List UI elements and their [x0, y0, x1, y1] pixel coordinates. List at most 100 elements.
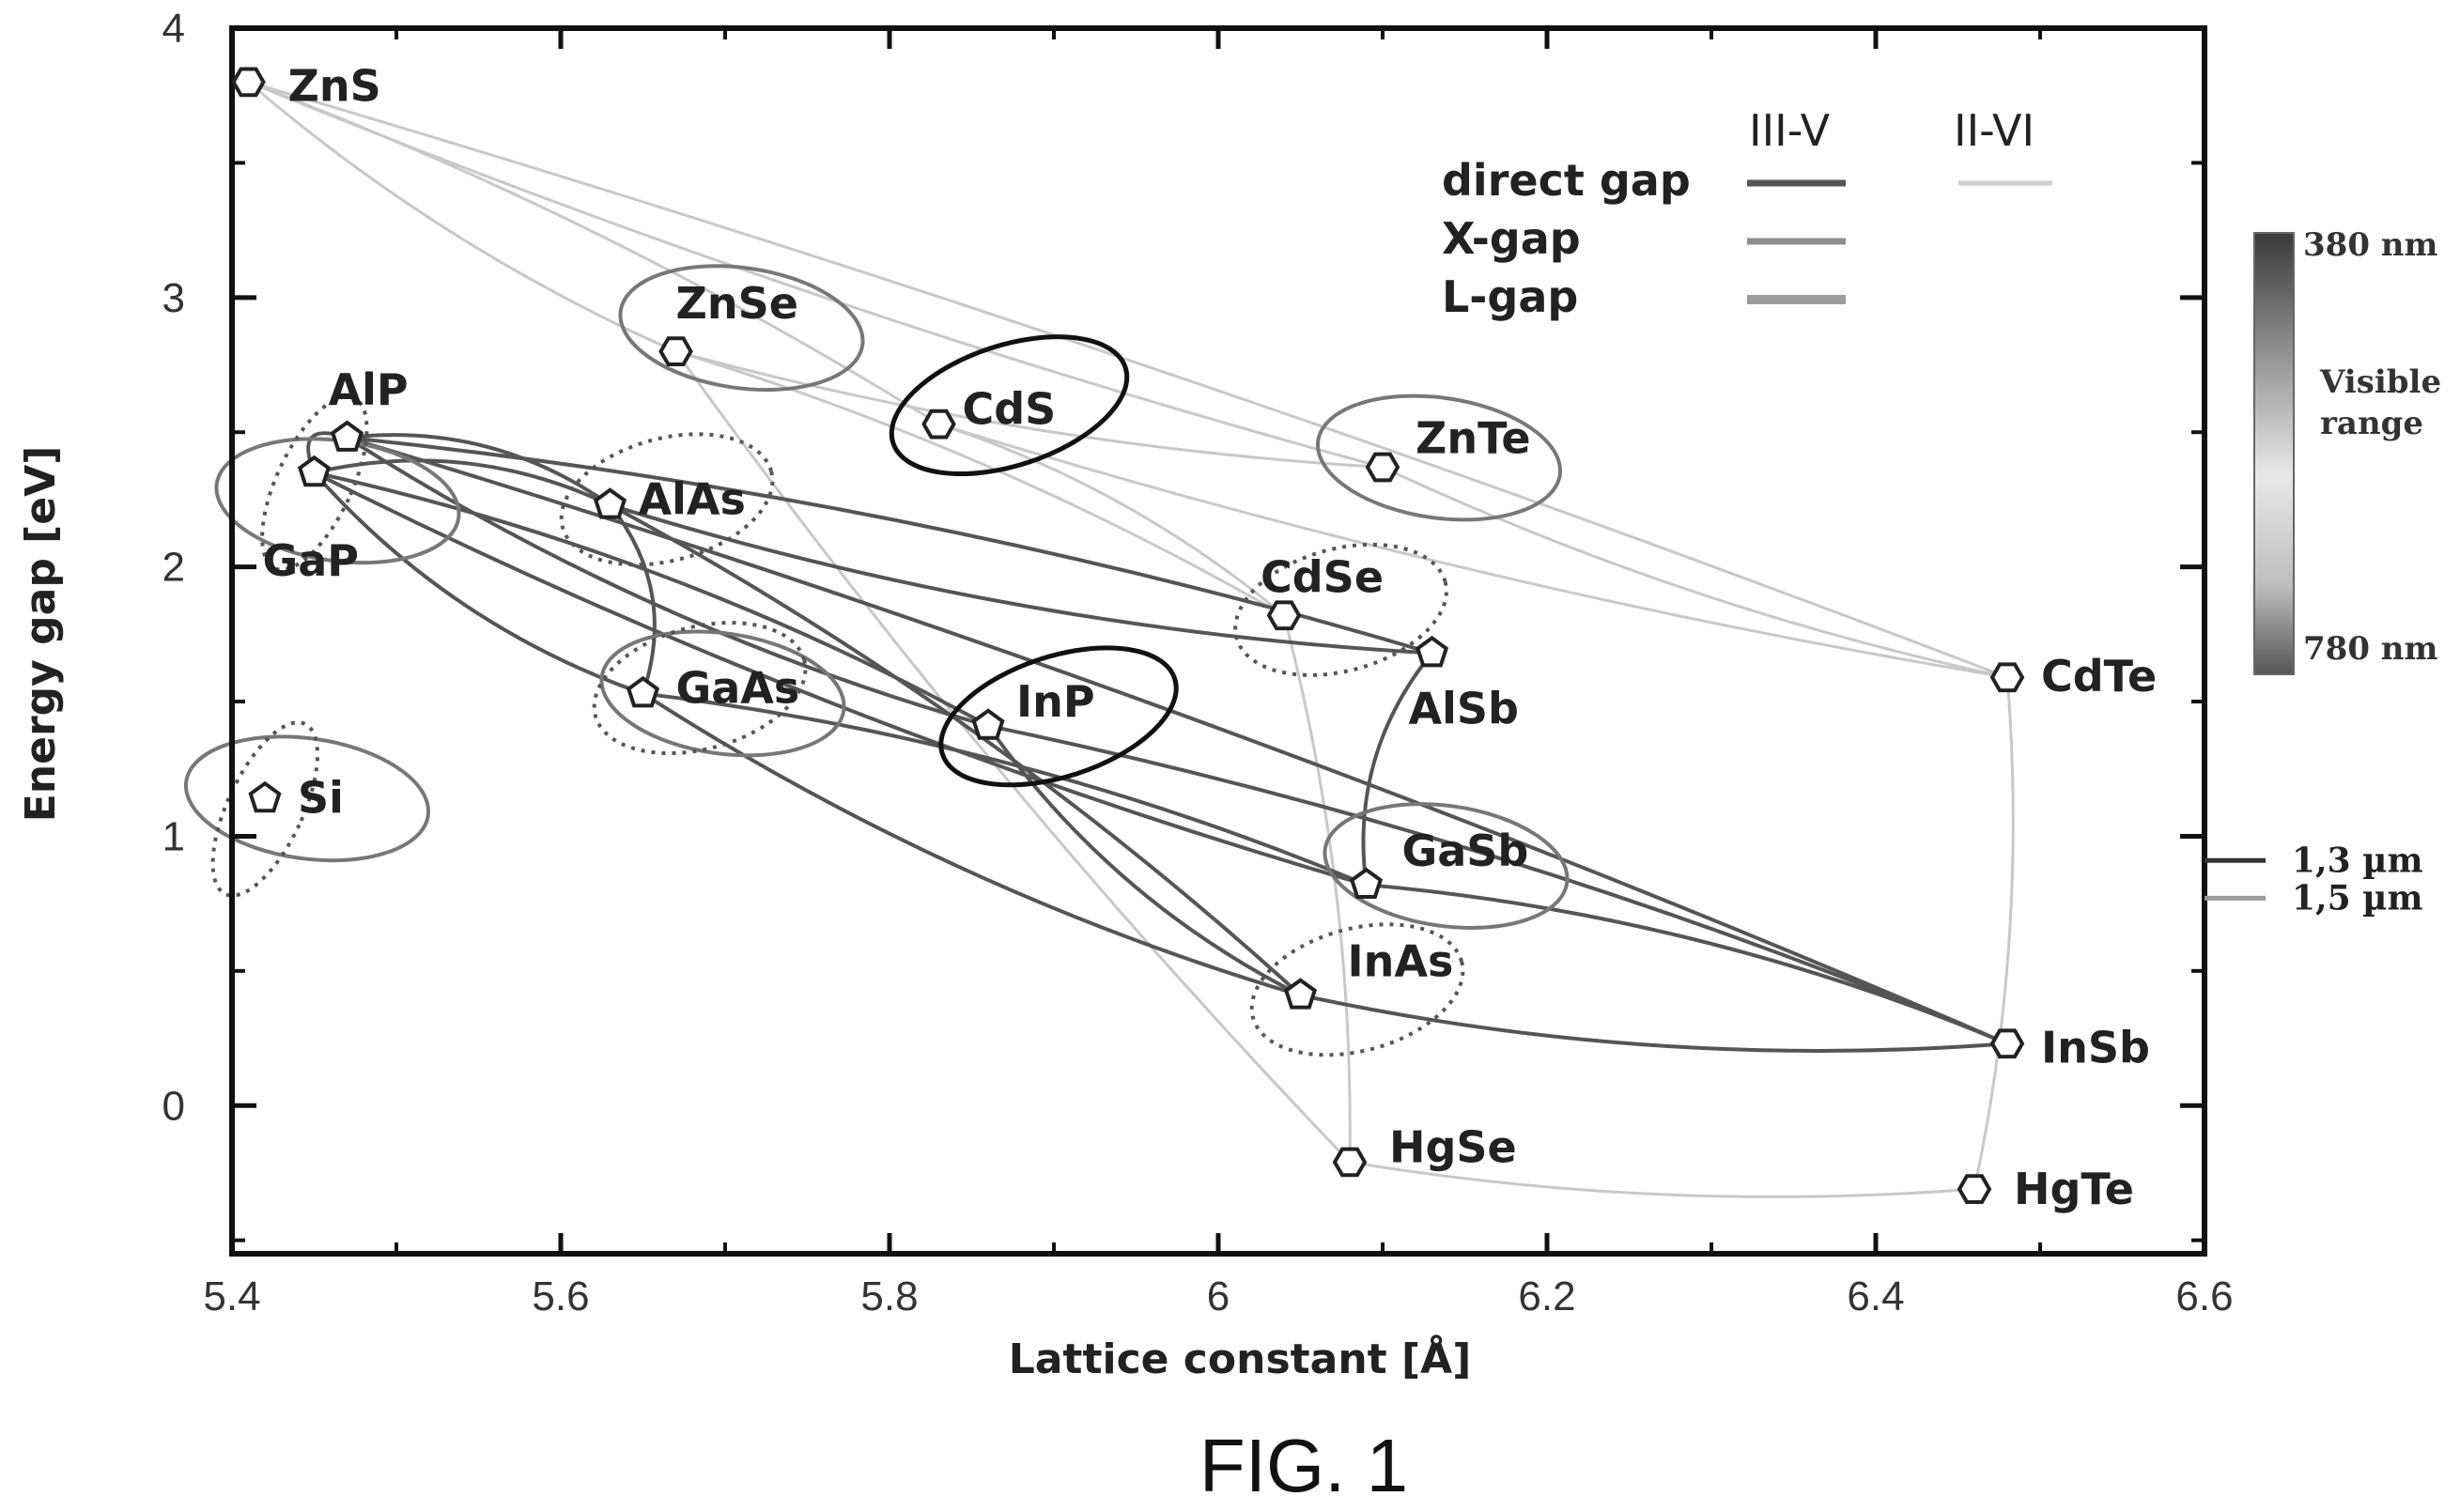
legend-header-iii-v: III-V	[1749, 105, 1831, 156]
visible-range-bar: 380 nm Visible range 780 nm	[2253, 226, 2441, 675]
label-gasb: GaSb	[1402, 825, 1529, 876]
label-zns: ZnS	[288, 60, 381, 111]
legend-entry-direct-gap: direct gap	[1442, 155, 1691, 206]
dotted-ellipse-gaas	[592, 621, 808, 756]
wavelength-label-1: 1,5 µm	[2292, 878, 2423, 918]
label-hgte: HgTe	[2014, 1164, 2134, 1214]
y-tick-label-0: 0	[162, 1083, 185, 1129]
dotted-ellipse-si	[210, 720, 319, 898]
y-axis-title: Energy gap [eV]	[17, 446, 65, 823]
iii-v-curve-alas-inas	[608, 502, 1303, 997]
label-cds: CdS	[963, 384, 1057, 435]
ii-vi-curve-znse-znte	[674, 349, 1385, 470]
ii-vi-curve-cds-cdse	[937, 423, 1286, 617]
ii-vi-curve-zns-cdte	[247, 80, 2009, 679]
x-axis-ticks: 5.4 5.6 5.8 6 6.2 6.4 6.6	[203, 28, 2234, 1319]
marker-alas	[593, 487, 627, 519]
material-highlight-ellipses	[183, 264, 1570, 1057]
iii-v-curve-alas-gaas	[608, 502, 657, 696]
iii-v-curve-gaas-inas	[641, 691, 1303, 997]
marker-gaas	[626, 675, 660, 708]
x-tick-label-5: 6.4	[1847, 1273, 1904, 1319]
label-si: Si	[298, 772, 344, 823]
visible-range-title-1: Visible	[2319, 363, 2441, 401]
marker-gasb	[1349, 867, 1384, 899]
iii-v-curve-alp-inp	[345, 435, 990, 728]
ii-vi-curve-znse-cdse	[674, 349, 1286, 617]
visible-range-gradient	[2253, 232, 2295, 675]
iii-v-curve-inp-insb	[986, 723, 2009, 1046]
figure-caption: FIG. 1	[1199, 1424, 1408, 1507]
label-inas: InAs	[1348, 936, 1454, 987]
ii-vi-curve-cdse-hgse	[1282, 613, 1352, 1164]
wavelength-markers: 1,3 µm1,5 µm	[2205, 841, 2423, 918]
dotted-ellipse-alas	[559, 432, 775, 567]
ellipse-znte	[1315, 393, 1563, 522]
label-inp: InP	[1016, 676, 1095, 727]
iii-v-curve-gap-gasb	[312, 471, 1369, 887]
x-tick-label-2: 5.8	[860, 1273, 918, 1319]
label-gaas: GaAs	[676, 662, 800, 713]
y-tick-label-2: 2	[162, 545, 185, 591]
ii-vi-curve-hgse-hgte	[1348, 1160, 1976, 1198]
marker-inas	[1283, 978, 1318, 1010]
y-tick-label-3: 3	[162, 275, 185, 321]
iii-v-curve-gaas-gasb	[641, 691, 1369, 887]
iii-v-curve-alp-insb	[345, 435, 2009, 1046]
dotted-ellipse-cdse	[1233, 542, 1448, 677]
iii-v-curve-gap-gaas	[312, 471, 645, 696]
label-gap: GaP	[263, 535, 360, 586]
x-tick-label-6: 6.6	[2175, 1273, 2233, 1319]
ii-vi-curve-zns-znse	[247, 80, 677, 353]
marker-znse	[658, 336, 693, 366]
marker-cdte	[1989, 662, 2025, 693]
ellipse-znse	[618, 264, 865, 393]
ii-vi-curve-znse-hgse	[674, 349, 1352, 1164]
x-tick-label-4: 6.2	[1518, 1273, 1575, 1319]
visible-range-top-label: 380 nm	[2303, 226, 2438, 264]
legend: III-V II-VI direct gap X-gap L-gap	[1442, 105, 2052, 322]
label-cdse: CdSe	[1261, 551, 1384, 602]
marker-zns	[231, 67, 266, 98]
ii-vi-curve-cds-cdte	[937, 423, 2009, 679]
label-hgse: HgSe	[1389, 1121, 1517, 1172]
label-alas: AlAs	[639, 474, 746, 525]
ii-vi-curve-znte-cdte	[1381, 466, 2009, 679]
dotted-ellipse-inas	[1249, 922, 1465, 1057]
y-axis-ticks: 0 1 2 3 4	[162, 6, 2205, 1242]
ii-vi-curve-cdte-hgte	[1973, 675, 2015, 1191]
iii-v-curve-inp-inas	[986, 723, 1303, 997]
label-znse: ZnSe	[676, 278, 798, 329]
y-tick-label-1: 1	[162, 813, 185, 859]
x-tick-label-0: 5.4	[203, 1273, 260, 1319]
label-insb: InSb	[2041, 1022, 2150, 1072]
iii-v-curve-alp-alas	[345, 433, 612, 507]
ellipse-gasb	[1323, 802, 1570, 930]
marker-si	[248, 780, 282, 813]
marker-alsb	[1415, 635, 1449, 668]
wavelength-label-0: 1,3 µm	[2292, 841, 2423, 880]
iii-v-curve-alas-alsb	[608, 502, 1434, 656]
marker-inp	[971, 708, 1005, 740]
alloy-curves	[247, 80, 2015, 1198]
y-tick-label-4: 4	[162, 6, 185, 52]
dotted-ellipse-gap	[260, 394, 369, 572]
marker-alp	[330, 420, 364, 452]
visible-range-title-2: range	[2320, 405, 2423, 442]
ellipse-inp	[938, 645, 1179, 788]
label-cdte: CdTe	[2041, 651, 2157, 702]
marker-cdse	[1266, 600, 1302, 631]
label-znte: ZnTe	[1416, 413, 1531, 464]
marker-znte	[1365, 452, 1400, 483]
iii-v-curve-inas-insb	[1298, 993, 2009, 1053]
marker-gap	[297, 455, 332, 487]
iii-v-curve-gasb-insb	[1364, 883, 2009, 1046]
ii-vi-curve-zns-znte	[247, 80, 1385, 470]
x-tick-label-1: 5.6	[532, 1273, 589, 1319]
label-alp: AlP	[329, 364, 409, 415]
legend-entry-l-gap: L-gap	[1442, 271, 1578, 322]
ellipse-gaas	[599, 629, 846, 758]
marker-hgse	[1332, 1147, 1368, 1178]
x-tick-label-3: 6	[1207, 1273, 1230, 1319]
